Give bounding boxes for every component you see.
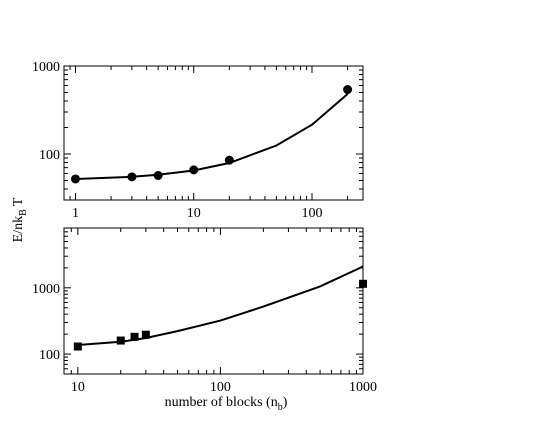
bottom-panel: 10 100 1000 100 1000 — [32, 227, 377, 395]
top-panel: 1 10 100 100 1000 — [32, 60, 364, 221]
bottom-x-tick-label: 100 — [210, 380, 231, 395]
bottom-data-point — [141, 330, 150, 339]
top-ticks: 1 10 100 100 1000 — [32, 60, 363, 221]
top-x-tick-label: 10 — [187, 206, 201, 221]
top-fit-line — [75, 93, 349, 180]
top-data-point — [70, 174, 80, 184]
top-curves — [75, 93, 349, 180]
bottom-y-tick-label: 1000 — [32, 282, 60, 297]
bottom-fit-line — [77, 265, 364, 346]
top-points — [70, 85, 353, 184]
bottom-y-tick-label: 100 — [39, 348, 60, 363]
top-x-tick-label: 1 — [72, 206, 79, 221]
bottom-x-tick-label: 1000 — [349, 380, 377, 395]
bottom-data-point — [116, 336, 125, 345]
bottom-points — [73, 279, 367, 351]
x-axis-label: number of blocks (nb) — [165, 395, 288, 413]
bottom-data-point — [359, 279, 367, 288]
top-y-tick-label: 1000 — [32, 60, 60, 75]
top-plot-frame — [63, 65, 364, 201]
x-axis-label-main: number of blocks (n — [165, 395, 278, 410]
y-axis-label-tail: T — [11, 197, 26, 206]
bottom-curves — [77, 265, 364, 346]
y-axis-label: E/nkBT — [11, 197, 29, 242]
top-data-point — [153, 170, 163, 180]
bottom-data-point — [73, 342, 82, 351]
y-axis-label-subscript: B — [18, 209, 29, 216]
bottom-data-point — [130, 332, 139, 341]
top-data-point — [224, 155, 234, 165]
top-x-tick-label: 100 — [301, 206, 322, 221]
top-data-point — [189, 165, 199, 175]
top-data-point — [343, 85, 353, 95]
bottom-ticks: 10 100 1000 100 1000 — [32, 227, 377, 395]
bottom-x-tick-label: 10 — [71, 380, 85, 395]
x-axis-label-tail: ) — [283, 395, 288, 410]
y-axis-label-main: E/nk — [11, 216, 26, 242]
top-data-point — [127, 172, 137, 182]
top-y-tick-label: 100 — [39, 148, 60, 163]
x-axis-label-subscript: b — [278, 402, 283, 413]
bottom-plot-frame — [63, 227, 364, 375]
